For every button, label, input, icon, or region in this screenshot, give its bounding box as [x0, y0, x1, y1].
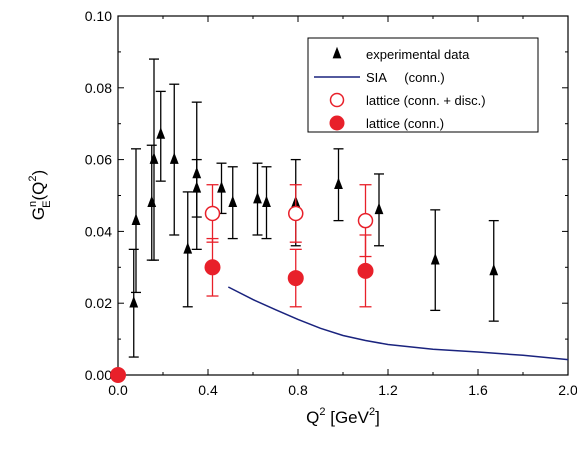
experimental-point: [131, 213, 141, 225]
legend-marker-open-circle: [329, 92, 345, 108]
y-label-sup: n: [27, 201, 39, 207]
y-tick-label: 0.10: [85, 8, 112, 24]
y-label-open: (Q: [29, 182, 48, 201]
experimental-point: [217, 181, 226, 193]
lattice-filled-point: [287, 270, 304, 287]
x-label-unit-sup: 2: [369, 406, 375, 418]
experimental-point: [253, 191, 262, 204]
x-tick-label: 0.8: [288, 382, 308, 398]
lattice-filled-point: [110, 367, 126, 383]
experimental-point: [430, 252, 440, 265]
lattice-open-point: [357, 212, 374, 229]
y-label-base: G: [29, 207, 48, 220]
lattice-filled-point: [204, 259, 221, 276]
sia-line: [227, 286, 569, 361]
experimental-point: [374, 202, 384, 215]
lattice-open-point: [204, 205, 221, 222]
experimental-point: [262, 195, 271, 207]
experimental-point: [192, 181, 202, 193]
experimental-point: [149, 152, 159, 164]
experimental-point: [183, 242, 193, 254]
x-axis-label: Q2 [GeV2]: [306, 406, 380, 427]
experimental-point: [169, 152, 179, 164]
legend-box: [307, 37, 539, 133]
lattice-filled-point: [357, 262, 374, 279]
x-label-end: ]: [375, 408, 380, 427]
x-tick-label: 1.2: [378, 382, 398, 398]
experimental-point: [228, 195, 238, 207]
x-tick-label: 2.0: [558, 382, 577, 398]
legend-marker-filled-circle: [329, 115, 345, 131]
experimental-point: [334, 177, 343, 190]
y-tick-label: 0.00: [85, 367, 112, 383]
legend-label: experimental data: [366, 47, 470, 62]
x-label-sup: 2: [319, 406, 325, 418]
x-label-rest: [GeV: [326, 408, 370, 427]
y-label-sub: E: [41, 200, 53, 207]
x-tick-label: 1.6: [468, 382, 488, 398]
legend-label: lattice (conn. + disc.): [366, 93, 486, 108]
y-label-arg-sup: 2: [27, 175, 39, 181]
y-tick-label: 0.04: [85, 223, 112, 239]
y-tick-label: 0.06: [85, 152, 112, 168]
legend: experimental data SIA (conn.) lattice (con…: [307, 37, 539, 133]
y-tick-label: 0.02: [85, 295, 112, 311]
legend-marker-triangle: [332, 46, 342, 59]
legend-label: SIA (conn.): [366, 70, 445, 85]
experimental-point: [156, 127, 166, 139]
lattice-open-point: [288, 205, 304, 222]
experimental-point: [147, 195, 157, 207]
x-tick-label: 0.4: [198, 382, 218, 398]
y-label-close: ): [29, 170, 48, 176]
x-tick-label: 0.0: [108, 382, 128, 398]
y-tick-label: 0.08: [85, 80, 112, 96]
y-axis-label: Gn E(Q2): [27, 170, 53, 220]
experimental-point: [489, 263, 499, 276]
experimental-point: [129, 296, 139, 308]
legend-label: lattice (conn.): [366, 116, 444, 131]
x-label-base: Q: [306, 408, 319, 427]
